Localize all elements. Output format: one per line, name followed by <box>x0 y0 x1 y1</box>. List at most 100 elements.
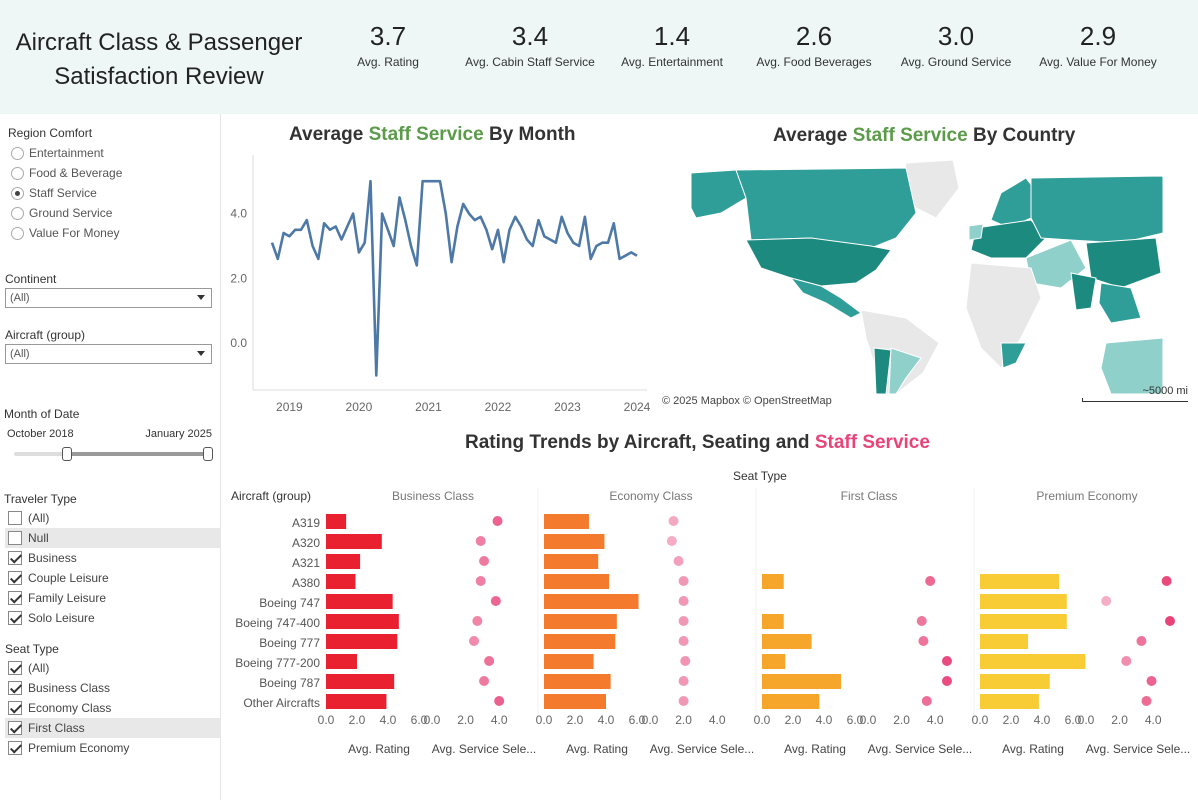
radio-staff-service[interactable]: Staff Service <box>11 183 97 203</box>
rating-bar[interactable] <box>980 654 1086 669</box>
seat-first-class[interactable]: First Class <box>5 718 220 738</box>
rating-bar[interactable] <box>326 634 398 649</box>
rating-bar[interactable] <box>762 634 812 649</box>
map-attribution[interactable]: © 2025 Mapbox © OpenStreetMap <box>662 395 832 407</box>
rating-bar[interactable] <box>544 674 611 689</box>
seat-all[interactable]: (All) <box>5 658 220 678</box>
rating-bar[interactable] <box>980 574 1060 589</box>
radio-button-selected[interactable] <box>11 186 24 200</box>
traveler-null[interactable]: Null <box>5 528 220 548</box>
service-dot[interactable] <box>1101 596 1112 606</box>
rating-bar[interactable] <box>326 514 347 529</box>
rating-bar[interactable] <box>544 514 589 529</box>
rating-trends-chart[interactable]: A319 A320 A321 A380 Boeing 747 Boeing 747-400… <box>222 480 1198 800</box>
service-dot[interactable] <box>492 516 503 526</box>
rating-bar[interactable] <box>762 674 842 689</box>
traveler-business[interactable]: Business <box>5 548 220 568</box>
rating-bar[interactable] <box>326 534 382 549</box>
rating-bar[interactable] <box>544 694 606 709</box>
checkbox[interactable] <box>8 531 22 545</box>
service-dot[interactable] <box>1136 636 1147 646</box>
service-dot[interactable] <box>918 636 929 646</box>
rating-bar[interactable] <box>980 694 1039 709</box>
rating-bar[interactable] <box>544 614 617 629</box>
radio-food-beverage[interactable]: Food & Beverage <box>11 163 122 183</box>
aircraft-group-dropdown[interactable]: (All) <box>5 344 212 364</box>
radio-button[interactable] <box>11 206 24 220</box>
world-map[interactable] <box>691 158 1163 394</box>
service-dot[interactable] <box>941 676 952 686</box>
radio-entertainment[interactable]: Entertainment <box>11 143 104 163</box>
rating-bar[interactable] <box>326 574 356 589</box>
radio-button[interactable] <box>11 166 24 180</box>
rating-bar[interactable] <box>544 574 610 589</box>
rating-bar[interactable] <box>762 654 786 669</box>
traveler-couple-leisure[interactable]: Couple Leisure <box>5 568 220 588</box>
rating-bar[interactable] <box>326 694 387 709</box>
rating-bar[interactable] <box>326 594 393 609</box>
service-dot[interactable] <box>678 696 689 706</box>
checkbox-checked[interactable] <box>8 701 22 715</box>
rating-bar[interactable] <box>980 614 1067 629</box>
rating-bar[interactable] <box>326 674 395 689</box>
service-dot[interactable] <box>1121 656 1132 666</box>
radio-value-for-money[interactable]: Value For Money <box>11 223 120 243</box>
service-dot[interactable] <box>678 596 689 606</box>
service-dot[interactable] <box>941 656 952 666</box>
seat-economy-class[interactable]: Economy Class <box>5 698 220 718</box>
checkbox-checked[interactable] <box>8 741 22 755</box>
service-dot[interactable] <box>680 656 691 666</box>
service-dot[interactable] <box>472 616 483 626</box>
rating-bar[interactable] <box>762 614 784 629</box>
rating-bar[interactable] <box>762 694 820 709</box>
rating-bar[interactable] <box>980 594 1067 609</box>
checkbox-checked[interactable] <box>8 681 22 695</box>
checkbox[interactable] <box>8 511 22 525</box>
service-dot[interactable] <box>668 516 679 526</box>
line-chart[interactable]: 0.0 2.0 4.0 2019 2020 2021 2022 2023 2024 <box>222 150 662 420</box>
service-dot[interactable] <box>678 636 689 646</box>
service-dot[interactable] <box>921 696 932 706</box>
service-dot[interactable] <box>475 536 486 546</box>
rating-bar[interactable] <box>544 634 616 649</box>
service-dot[interactable] <box>673 556 684 566</box>
traveler-solo-leisure[interactable]: Solo Leisure <box>5 608 220 628</box>
service-dot[interactable] <box>1165 616 1175 626</box>
date-slider-end-handle[interactable] <box>203 447 213 461</box>
service-dot[interactable] <box>925 576 936 586</box>
checkbox-checked[interactable] <box>8 551 22 565</box>
service-dot[interactable] <box>1161 576 1172 586</box>
date-slider-start-handle[interactable] <box>62 447 72 461</box>
service-dot[interactable] <box>1146 676 1157 686</box>
service-dot[interactable] <box>469 636 479 646</box>
rating-bar[interactable] <box>544 654 594 669</box>
rating-bar[interactable] <box>980 634 1029 649</box>
rating-bar[interactable] <box>326 654 357 669</box>
service-dot[interactable] <box>1141 696 1152 706</box>
service-dot[interactable] <box>479 556 490 566</box>
service-dot[interactable] <box>916 616 927 626</box>
radio-button[interactable] <box>11 226 24 240</box>
traveler-family-leisure[interactable]: Family Leisure <box>5 588 220 608</box>
service-dot[interactable] <box>475 576 486 586</box>
traveler-all[interactable]: (All) <box>5 508 220 528</box>
checkbox-checked[interactable] <box>8 611 22 625</box>
radio-button[interactable] <box>11 146 24 160</box>
continent-dropdown[interactable]: (All) <box>5 288 212 308</box>
checkbox-checked[interactable] <box>8 571 22 585</box>
service-dot[interactable] <box>678 616 689 626</box>
service-dot[interactable] <box>666 536 677 546</box>
service-dot[interactable] <box>484 656 495 666</box>
rating-bar[interactable] <box>762 574 784 589</box>
seat-business-class[interactable]: Business Class <box>5 678 220 698</box>
rating-bar[interactable] <box>980 674 1050 689</box>
service-dot[interactable] <box>490 596 501 606</box>
seat-premium-economy[interactable]: Premium Economy <box>5 738 220 758</box>
rating-bar[interactable] <box>544 534 605 549</box>
checkbox-checked[interactable] <box>8 721 22 735</box>
radio-ground-service[interactable]: Ground Service <box>11 203 112 223</box>
rating-bar[interactable] <box>544 554 599 569</box>
rating-bar[interactable] <box>544 594 639 609</box>
checkbox-checked[interactable] <box>8 591 22 605</box>
service-dot[interactable] <box>494 696 505 706</box>
